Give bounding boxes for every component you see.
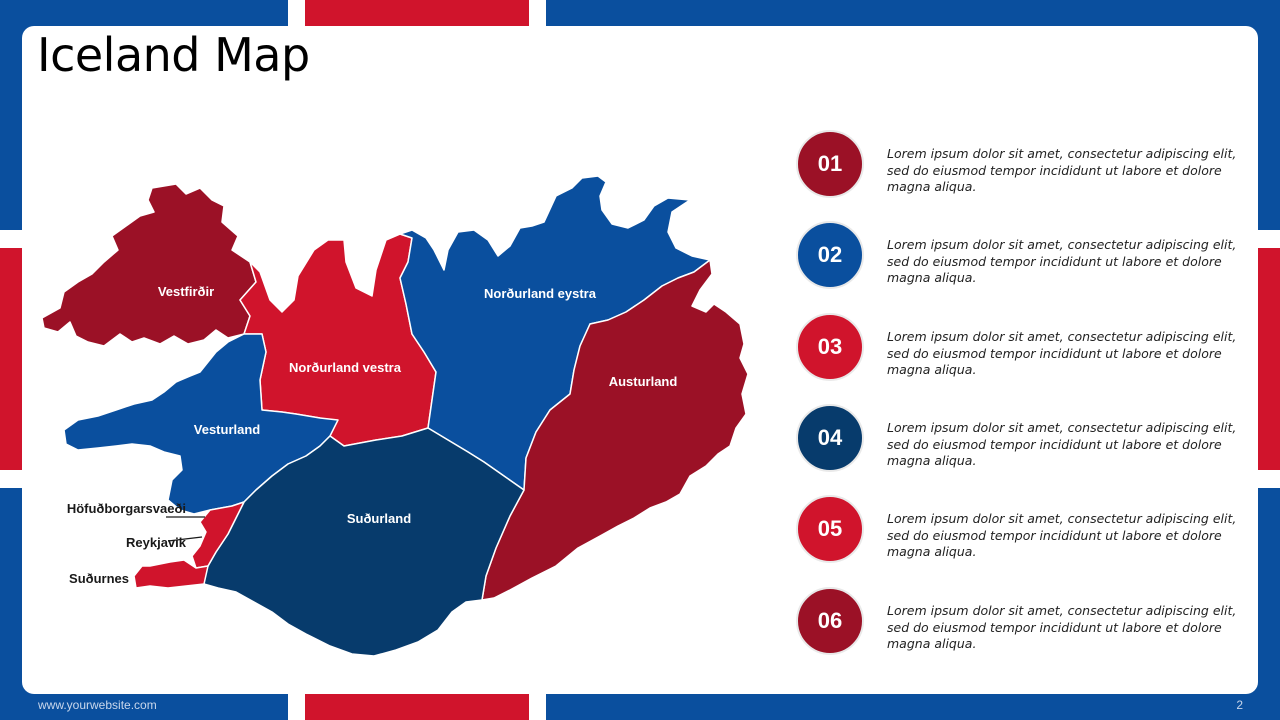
label-vesturland: Vesturland	[194, 422, 261, 437]
item-description: Lorem ipsum dolor sit amet, consectetur …	[887, 603, 1237, 651]
item-description: Lorem ipsum dolor sit amet, consectetur …	[887, 237, 1237, 285]
number-badge: 06	[796, 587, 864, 655]
number-badge: 02	[796, 221, 864, 289]
list-item-01: 01 Lorem ipsum dolor sit amet, consectet…	[796, 130, 1236, 202]
label-austurland: Austurland	[609, 374, 678, 389]
item-description: Lorem ipsum dolor sit amet, consectetur …	[887, 420, 1237, 468]
number-badge: 01	[796, 130, 864, 198]
page-number: 2	[1236, 698, 1243, 712]
number-badge: 03	[796, 313, 864, 381]
number-badge: 05	[796, 495, 864, 563]
footer-website[interactable]: www.yourwebsite.com	[38, 698, 157, 712]
label-sudurnes: Suðurnes	[69, 571, 129, 586]
region-sudurnes[interactable]	[133, 559, 209, 589]
list-item-06: 06 Lorem ipsum dolor sit amet, consectet…	[796, 587, 1236, 659]
item-description: Lorem ipsum dolor sit amet, consectetur …	[887, 511, 1237, 559]
leader-line-reykjavik	[167, 536, 203, 542]
item-description: Lorem ipsum dolor sit amet, consectetur …	[887, 329, 1237, 377]
list-item-02: 02 Lorem ipsum dolor sit amet, consectet…	[796, 221, 1236, 293]
list-item-03: 03 Lorem ipsum dolor sit amet, consectet…	[796, 313, 1236, 385]
list-item-05: 05 Lorem ipsum dolor sit amet, consectet…	[796, 495, 1236, 567]
label-nordurland-vestra: Norðurland vestra	[289, 360, 402, 375]
item-description: Lorem ipsum dolor sit amet, consectetur …	[887, 146, 1237, 194]
list-item-04: 04 Lorem ipsum dolor sit amet, consectet…	[796, 404, 1236, 476]
region-vestfirdir[interactable]	[41, 183, 257, 347]
label-hofudborgarsvaedi: Höfuðborgarsvaeði	[67, 501, 186, 516]
label-sudurland: Suðurland	[347, 511, 411, 526]
number-badge: 04	[796, 404, 864, 472]
label-nordurland-eystra: Norðurland eystra	[484, 286, 597, 301]
label-reykjavik: Reykjavik	[126, 535, 187, 550]
slide-title: Iceland Map	[37, 28, 310, 82]
label-vestfirdir: Vestfirðir	[158, 284, 214, 299]
region-vesturland[interactable]	[63, 333, 339, 515]
